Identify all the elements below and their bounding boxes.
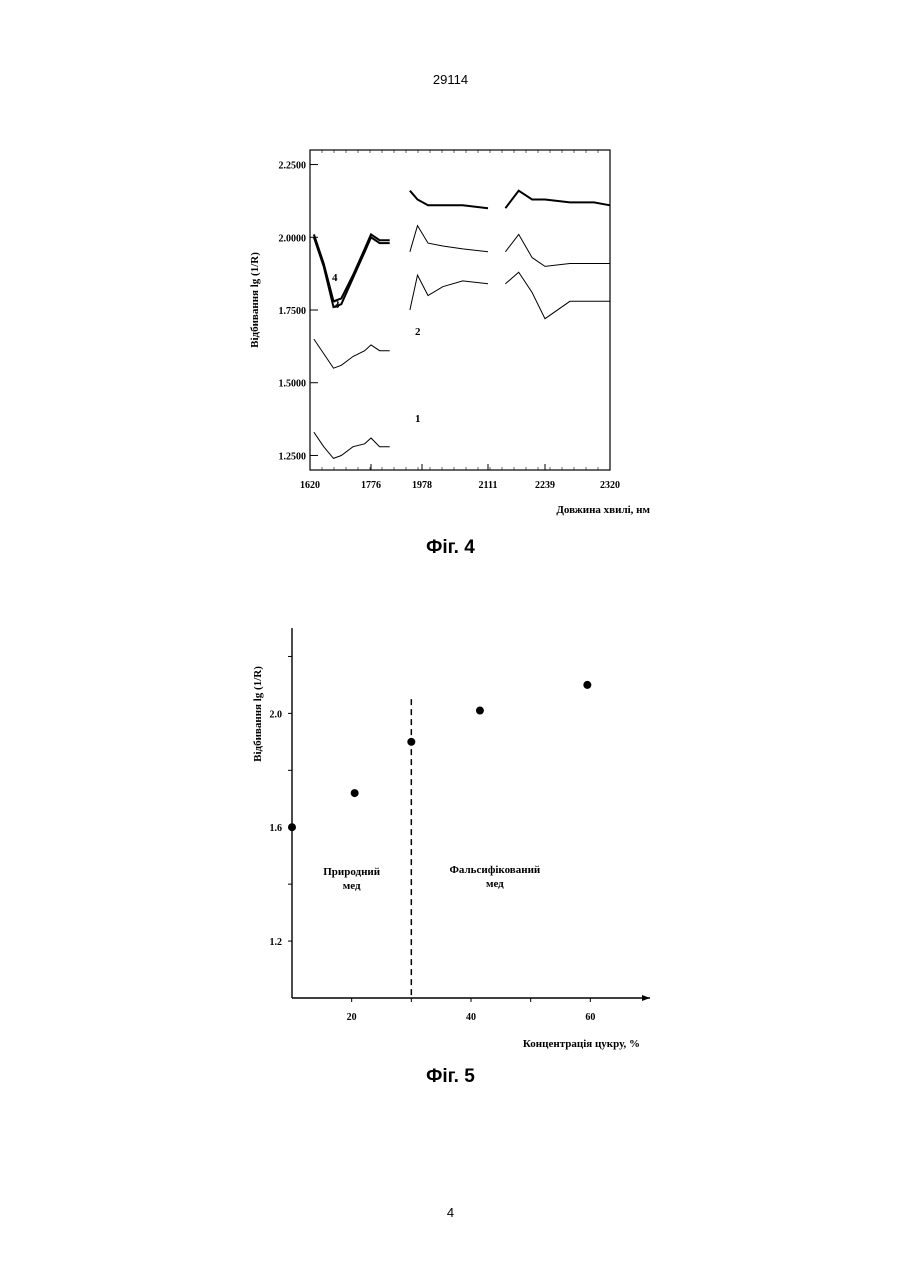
fig4-y-tick-label: 1.5000 [279, 379, 307, 390]
fig5-y-axis-title: Відбивання lg (1/R) [252, 666, 264, 762]
fig5-y-tick-label: 1.2 [270, 937, 283, 948]
fig4-right-series-1-segment-1 [505, 234, 610, 266]
fig4-x-tick-label: 2239 [535, 480, 555, 491]
fig4-curve-label-1: 1 [415, 413, 421, 425]
fig4-x-axis-title: Довжина хвилі, нм [556, 504, 650, 516]
fig5-data-point [288, 823, 296, 831]
fig4-curve-label-3: 3 [334, 299, 340, 311]
fig4-right-series-0-segment-0 [410, 191, 488, 209]
fig4-series-1-line [314, 432, 390, 458]
page-footer-number: 4 [0, 1205, 901, 1220]
fig5-region-left-label: мед [343, 880, 361, 892]
fig5-y-tick-label: 2.0 [270, 709, 283, 720]
fig5-x-axis-title: Концентрація цукру, % [523, 1038, 640, 1050]
fig4-plot-frame [310, 150, 610, 470]
fig4-x-tick-label: 1776 [361, 480, 381, 491]
fig5-data-point [351, 789, 359, 797]
figure5-caption: Фіг. 5 [0, 1066, 901, 1088]
fig4-y-tick-label: 1.7500 [279, 306, 307, 317]
fig4-y-tick-label: 1.2500 [279, 451, 307, 462]
fig4-curve-label-2: 2 [415, 326, 421, 338]
fig4-y-tick-label: 2.0000 [279, 233, 307, 244]
fig5-x-tick-label: 60 [585, 1012, 595, 1023]
fig4-right-series-1-segment-0 [410, 226, 488, 252]
fig5-x-tick-label: 20 [347, 1012, 357, 1023]
fig5-region-right-label: Фальсифікований [449, 864, 540, 876]
page-header-number: 29114 [0, 72, 901, 87]
fig5-data-point [407, 738, 415, 746]
fig4-x-tick-label: 1620 [300, 480, 320, 491]
fig5-region-left-label: Природний [323, 866, 381, 878]
figure4-chart: 2.2500 2.0000 1.7500 1.5000 1.2500 1620 1776 19… [240, 135, 660, 525]
fig5-data-point [476, 707, 484, 715]
fig4-x-tick-label: 1978 [412, 480, 432, 491]
fig5-x-tick-label: 40 [466, 1012, 476, 1023]
fig4-series-2-line [314, 339, 390, 368]
fig5-region-right-label: мед [486, 878, 504, 890]
figure5-chart: 2.0 1.6 1.2 20 40 60 Природний мед Фальсифікован… [245, 620, 665, 1060]
fig4-x-tick-label: 2320 [600, 480, 620, 491]
fig4-curve-label-4: 4 [332, 272, 338, 284]
fig5-data-point [583, 681, 591, 689]
fig4-x-tick-label: 2111 [479, 480, 498, 491]
fig4-right-series-0-segment-1 [505, 191, 610, 209]
figure4-caption: Фіг. 4 [0, 537, 901, 559]
fig4-y-tick-label: 2.2500 [279, 161, 307, 172]
fig4-series-4-line [314, 234, 390, 301]
fig5-x-arrow [642, 995, 650, 1001]
fig5-y-tick-label: 1.6 [270, 823, 283, 834]
fig4-right-series-2-segment-0 [410, 275, 488, 310]
fig4-y-axis-title: Відбивання lg (1/R) [249, 252, 261, 348]
fig4-right-series-2-segment-1 [505, 272, 610, 319]
